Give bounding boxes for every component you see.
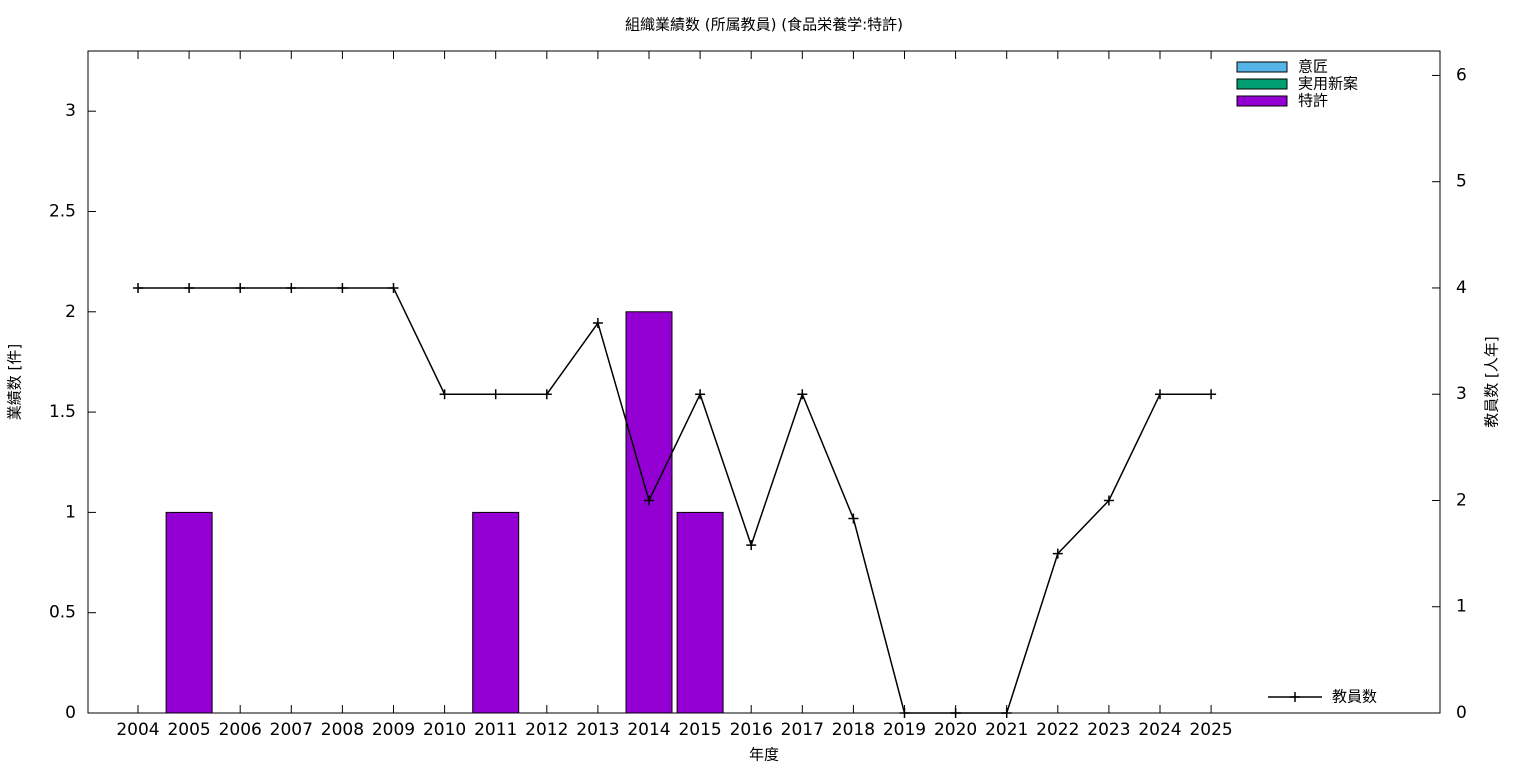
x-tick-label: 2015	[678, 720, 721, 740]
y2-tick-label: 2	[1456, 490, 1467, 510]
legend-swatch	[1236, 61, 1288, 73]
legend-label: 特許	[1298, 92, 1328, 110]
y-tick-label: 2	[65, 302, 76, 322]
point-marker	[388, 282, 399, 293]
x-tick-label: 2011	[474, 720, 517, 740]
point-marker	[950, 708, 961, 718]
x-tick-label: 2006	[219, 720, 262, 740]
y-tick-label: 3	[65, 101, 76, 121]
y2-tick-label: 3	[1456, 384, 1467, 404]
y2-tick-label: 4	[1456, 278, 1467, 298]
point-marker	[1001, 708, 1012, 718]
point-marker	[490, 389, 501, 400]
point-marker	[235, 282, 246, 293]
x-tick-label: 2005	[167, 720, 210, 740]
y-tick-label: 1	[65, 502, 76, 522]
x-tick-label: 2004	[116, 720, 159, 740]
legend-swatch	[1236, 95, 1288, 107]
chart-title: 組織業績数 (所属教員) (食品栄養学:特許)	[625, 16, 903, 34]
point-marker	[184, 282, 195, 293]
y2-tick-label: 5	[1456, 172, 1467, 192]
legend-swatch	[1236, 78, 1288, 90]
point-marker	[1206, 389, 1217, 400]
bar	[165, 511, 213, 714]
x-tick-label: 2019	[883, 720, 926, 740]
x-tick-label: 2012	[525, 720, 568, 740]
point-marker	[1155, 389, 1165, 400]
legend-marker	[1290, 692, 1300, 702]
point-marker	[1103, 495, 1114, 506]
y2-tick-label: 1	[1456, 597, 1467, 617]
point-marker	[848, 513, 859, 524]
x-tick-label: 2021	[985, 720, 1028, 740]
bar	[676, 511, 724, 714]
point-marker	[133, 282, 143, 293]
y2-tick-label: 6	[1456, 65, 1467, 85]
x-tick-label: 2023	[1087, 720, 1130, 740]
bar	[472, 511, 520, 714]
point-marker	[592, 318, 603, 329]
x-axis-label: 年度	[749, 746, 779, 764]
point-marker	[899, 708, 910, 718]
point-marker	[1052, 548, 1063, 559]
y-tick-label: 2.5	[49, 201, 76, 221]
y2-axis-label: 教員数 [人年]	[1483, 336, 1501, 427]
y-tick-label: 0	[65, 703, 76, 723]
x-tick-label: 2010	[423, 720, 466, 740]
point-marker	[797, 389, 808, 400]
y-tick-label: 1.5	[49, 402, 76, 422]
legend-label: 教員数	[1332, 688, 1377, 706]
x-tick-label: 2017	[781, 720, 824, 740]
point-marker	[439, 389, 450, 400]
y2-tick-label: 0	[1456, 703, 1467, 723]
plot-frame	[87, 50, 1441, 714]
point-marker	[644, 495, 654, 506]
bar	[625, 311, 673, 714]
x-tick-label: 2024	[1138, 720, 1181, 740]
x-tick-label: 2009	[372, 720, 415, 740]
legend-label: 意匠	[1298, 58, 1328, 76]
point-marker	[746, 540, 757, 551]
x-tick-label: 2020	[934, 720, 977, 740]
x-tick-label: 2016	[730, 720, 773, 740]
x-tick-label: 2025	[1189, 720, 1232, 740]
point-marker	[695, 389, 706, 400]
line	[138, 287, 1212, 714]
point-marker	[286, 282, 297, 293]
y-tick-label: 0.5	[49, 603, 76, 623]
y-axis-label: 業績数 [件]	[6, 344, 24, 420]
x-tick-label: 2018	[832, 720, 875, 740]
x-tick-label: 2022	[1036, 720, 1079, 740]
x-tick-label: 2008	[321, 720, 364, 740]
x-tick-label: 2014	[627, 720, 670, 740]
x-tick-label: 2007	[270, 720, 313, 740]
point-marker	[337, 282, 348, 293]
legend-label: 実用新案	[1298, 75, 1358, 93]
x-tick-label: 2013	[576, 720, 619, 740]
point-marker	[541, 389, 552, 400]
